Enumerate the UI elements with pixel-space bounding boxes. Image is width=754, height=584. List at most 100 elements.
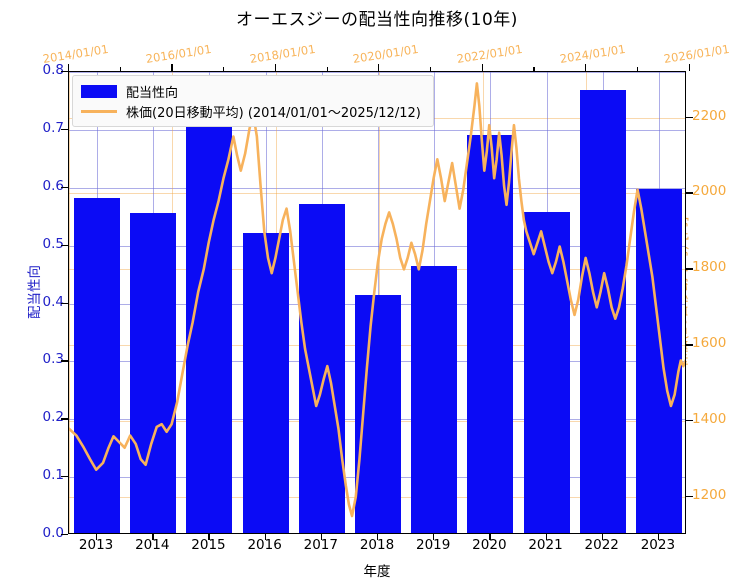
y-axis-left-tickmark <box>61 360 68 362</box>
y-axis-right-tickmark <box>686 268 693 270</box>
y-axis-left-tick: 0.3 <box>42 351 64 368</box>
top-axis-minor-tickmark <box>533 67 535 71</box>
y-axis-left-tickmark <box>61 302 68 304</box>
y-axis-left-tick: 0.5 <box>42 235 64 252</box>
x-axis-tickmark <box>264 534 266 540</box>
x-axis-tickmark <box>657 534 660 540</box>
top-axis-tick: 2020/01/01 <box>352 41 420 66</box>
y-axis-left-tick: 0.4 <box>42 293 64 310</box>
y-axis-left-tick: 0.1 <box>42 467 64 484</box>
gridline-h-left <box>69 187 685 189</box>
gridline-v-top <box>69 72 70 533</box>
y-axis-left-tick: 0.2 <box>42 409 64 426</box>
x-axis-tick: 2018 <box>359 537 395 553</box>
plot-inner <box>69 72 685 533</box>
top-axis-tickmark <box>171 64 173 71</box>
top-axis-minor-tickmark <box>636 67 638 71</box>
bar-2013 <box>74 197 121 533</box>
top-axis-minor-tickmark <box>326 67 328 71</box>
chart-legend: 配当性向 株価(20日移動平均) (2014/01/01〜2025/12/12) <box>72 75 434 127</box>
x-axis-tick: 2014 <box>135 537 170 553</box>
x-axis-tick: 2015 <box>191 537 226 553</box>
legend-swatch-bar <box>81 84 117 98</box>
plot-area <box>68 71 686 534</box>
x-axis-tickmark <box>433 534 435 540</box>
x-axis-tick: 2017 <box>303 537 338 553</box>
legend-item-line: 株価(20日移動平均) (2014/01/01〜2025/12/12) <box>81 101 421 121</box>
x-axis-tick: 2023 <box>640 537 676 553</box>
legend-item-bar: 配当性向 <box>81 81 421 101</box>
y-axis-left-tickmark <box>61 186 68 189</box>
gridline-h-left <box>69 72 685 73</box>
top-axis-tickmark <box>585 64 587 71</box>
y-axis-right-tickmark <box>686 344 693 346</box>
x-axis-tick: 2016 <box>247 537 282 553</box>
y-axis-left-tick: 0.6 <box>42 177 64 194</box>
gridline-h-right <box>69 193 685 195</box>
bar-2017 <box>298 203 345 533</box>
x-axis-tickmark <box>152 534 154 540</box>
top-axis-minor-tickmark <box>430 67 432 71</box>
top-axis-tick: 2014/01/01 <box>41 41 110 66</box>
y-axis-right-tick: 1600 <box>692 335 727 352</box>
x-axis-tick: 2013 <box>78 537 114 553</box>
y-axis-left-tick: 0.0 <box>42 525 64 541</box>
x-axis-tickmark <box>489 534 491 540</box>
top-axis-tick: 2018/01/01 <box>248 41 317 66</box>
legend-label-line: 株価(20日移動平均) (2014/01/01〜2025/12/12) <box>126 105 421 121</box>
top-axis-tickmark <box>688 64 690 71</box>
y-axis-left-tickmark <box>61 128 68 131</box>
chart-title: オーエスジーの配当性向推移(10年) <box>236 10 518 30</box>
x-axis-tick: 2020 <box>472 537 507 553</box>
gridline-h-left <box>69 129 685 131</box>
x-axis-tickmark <box>601 534 604 540</box>
bar-2021 <box>523 212 570 533</box>
gridline-h-left <box>69 245 685 247</box>
y-axis-right-tick: 2000 <box>692 183 727 200</box>
y-axis-right-tickmark <box>686 496 693 498</box>
y-axis-left-tickmark <box>61 534 68 536</box>
stock-price-line <box>69 82 685 518</box>
x-axis-tick: 2019 <box>415 537 451 553</box>
y-axis-left-tickmark <box>61 244 68 246</box>
y-axis-right-tickmark <box>686 116 693 118</box>
legend-label-bar: 配当性向 <box>126 85 179 101</box>
x-axis-tickmark <box>377 534 379 540</box>
top-axis-tickmark <box>68 64 70 71</box>
x-axis-tickmark <box>545 534 547 540</box>
y-axis-left-tick: 0.7 <box>42 119 64 136</box>
legend-swatch-line <box>81 109 117 113</box>
top-axis-minor-tickmark <box>119 67 121 71</box>
y-axis-right-tickmark <box>686 192 693 194</box>
y-axis-right-tick: 1200 <box>692 487 727 504</box>
y-axis-left-tickmark <box>61 71 68 73</box>
y-axis-left-tickmark <box>61 476 68 478</box>
x-axis-label: 年度 <box>363 564 391 580</box>
x-axis-tick: 2022 <box>584 537 619 553</box>
x-axis-tickmark <box>320 534 323 540</box>
bar-2019 <box>411 266 458 533</box>
y-axis-right-tick: 1800 <box>692 259 727 276</box>
top-axis-tickmark <box>274 64 276 71</box>
top-axis-tick: 2022/01/01 <box>455 41 524 66</box>
top-axis-minor-tickmark <box>223 67 225 71</box>
top-axis-tickmark <box>481 64 483 71</box>
x-axis-tickmark <box>208 534 210 540</box>
bar-2015 <box>186 122 233 533</box>
bar-2016 <box>242 232 289 533</box>
x-axis-tickmark <box>96 534 98 540</box>
y-axis-left-tick: 0.8 <box>42 62 64 78</box>
stock-price-line-chart <box>69 82 685 518</box>
y-axis-left-tickmark <box>61 418 68 420</box>
y-axis-right-tickmark <box>686 420 693 422</box>
top-axis-tick: 2026/01/01 <box>662 41 731 66</box>
y-axis-right-tick: 1400 <box>692 411 727 428</box>
top-axis-tick: 2016/01/01 <box>145 41 213 66</box>
x-axis-tick: 2021 <box>528 537 563 553</box>
y-axis-right-tick: 2200 <box>692 107 727 124</box>
top-axis-tickmark <box>378 64 380 71</box>
top-axis-tick: 2024/01/01 <box>558 41 627 66</box>
y-axis-left-label: 配当性向 <box>27 265 43 319</box>
bar-2023 <box>635 189 682 533</box>
